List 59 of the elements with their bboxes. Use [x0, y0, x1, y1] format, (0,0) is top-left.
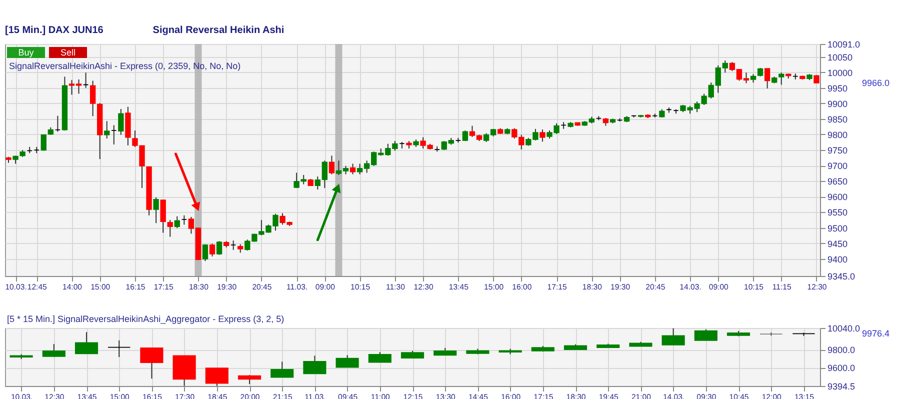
candlestick	[270, 361, 294, 378]
candlestick	[108, 340, 131, 358]
candlestick	[104, 120, 110, 140]
y-tick-label: 9550	[828, 208, 848, 218]
candlestick	[153, 196, 159, 224]
y-tick-label: 9400	[828, 254, 848, 264]
candlestick	[662, 328, 685, 346]
candlestick	[336, 354, 359, 368]
candlestick	[209, 243, 216, 257]
candlestick	[205, 368, 228, 386]
candlestick	[202, 244, 208, 262]
candlestick	[216, 240, 222, 256]
candlestick	[118, 108, 124, 136]
y-tick-label: 9900	[828, 98, 848, 109]
candlestick	[160, 200, 166, 234]
y-tick-label: 10000	[828, 68, 853, 78]
annotation: Sell	[60, 48, 76, 58]
y-tick-label: 9700	[828, 161, 848, 172]
candlestick	[368, 352, 392, 363]
candlestick	[54, 115, 61, 132]
y-tick-label: 9800.0	[828, 345, 856, 356]
annotation: SignalReversalHeikinAshi - Express (0, 2359, No, No, No)	[9, 61, 241, 71]
candlestick	[174, 216, 180, 229]
candlestick	[778, 72, 784, 86]
chart-title: [15 Min.] DAX JUN16	[5, 25, 104, 36]
candlestick	[167, 220, 173, 238]
y-tick-label: 9800	[828, 130, 848, 140]
chart-subtitle: Signal Reversal Heikin Ashi	[152, 25, 284, 36]
candlestick	[540, 129, 546, 142]
y-tick-label: 9600	[828, 192, 848, 202]
candlestick	[350, 163, 356, 175]
candlestick	[42, 343, 66, 358]
y-tick-label: 9650	[828, 176, 848, 187]
candlestick	[82, 72, 89, 88]
y-tick-label: 9950	[828, 83, 848, 94]
text: 9966.0	[862, 78, 890, 88]
y-tick-label: 10091.0	[828, 40, 860, 50]
y-tick-label: 9750	[828, 146, 848, 156]
candlestick	[181, 214, 187, 226]
y-tick-label: 9450	[828, 238, 848, 249]
annotation: Buy	[18, 48, 34, 58]
candlestick	[694, 328, 718, 341]
y-tick-label: 10050	[828, 52, 853, 62]
candlestick	[90, 80, 96, 117]
y-tick-label: 9600.0	[828, 363, 856, 374]
text: [5 * 15 Min.] SignalReversalHeikinAshi_Aggregator - Express (3, 2, 5)	[7, 314, 284, 324]
y-tick-label: 10040.0	[828, 324, 860, 334]
y-tick-label: 9850	[828, 114, 848, 124]
y-tick-label: 9394.5	[828, 382, 856, 392]
candlestick	[792, 332, 816, 336]
candlestick	[40, 134, 46, 152]
candlestick	[328, 155, 335, 175]
candlestick	[111, 124, 117, 145]
y-tick-label: 9345.0	[828, 272, 856, 282]
candlestick	[764, 68, 770, 89]
candlestick	[238, 374, 262, 385]
candlestick	[230, 240, 236, 250]
y-tick-label: 9500	[828, 223, 848, 234]
text: 9976.4	[862, 328, 890, 339]
